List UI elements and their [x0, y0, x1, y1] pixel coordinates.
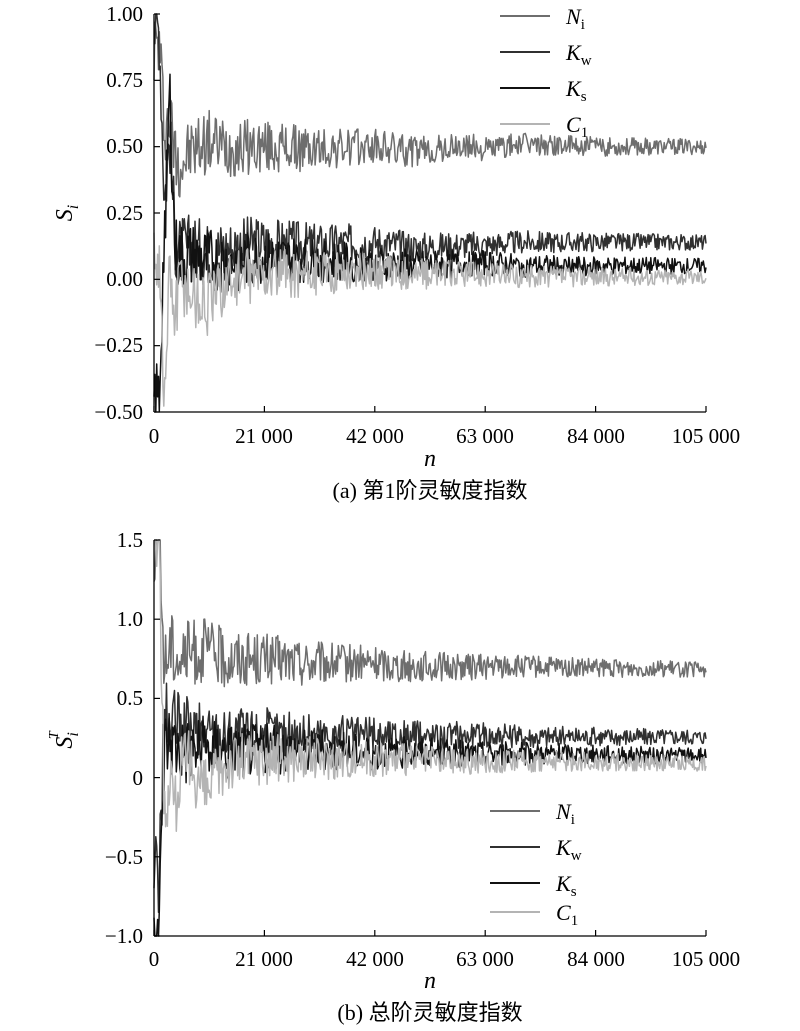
ticks-b	[153, 539, 707, 937]
legend-a-label-ni: Ni	[565, 4, 585, 33]
plot-b-series-group	[153, 539, 707, 937]
y-tick-b-6: −1.0	[105, 924, 143, 948]
y-tick-b-5: −0.5	[105, 845, 143, 869]
y-axis-title-b-sup: T	[47, 730, 62, 739]
y-tick-a-2: 0.75	[106, 68, 143, 92]
series-line-b-kw	[153, 682, 707, 914]
y-tick-a-4: 0.25	[106, 201, 143, 225]
x-tick-a-5: 84 000	[567, 424, 625, 448]
x-tick-b-3: 42 000	[346, 947, 404, 971]
legend-b-label-kw: Kw	[555, 835, 582, 864]
y-tick-b-2: 1.0	[117, 607, 143, 631]
chart-panel-b: 1.5 1.0 0.5 0 −0.5 −1.0 0 21 000 42 000 …	[47, 528, 740, 1025]
y-tick-b-1: 1.5	[117, 528, 143, 552]
x-tick-b-6: 105 000	[672, 947, 740, 971]
x-tick-a-4: 63 000	[456, 424, 514, 448]
x-tick-a-1: 0	[149, 424, 160, 448]
legend-b-label-c1: C1	[556, 900, 578, 929]
chart-panel-a: 1.00 0.75 0.50 0.25 0.00 −0.25 −0.50 0 2…	[52, 2, 740, 503]
y-axis-title-a-main: S	[52, 209, 78, 221]
x-axis-title-b: n	[424, 968, 436, 994]
series-line-a-kw	[153, 13, 707, 286]
series-line-b-c1	[154, 539, 707, 833]
legend-a-label-ks: Ks	[565, 76, 587, 105]
x-tick-a-3: 42 000	[346, 424, 404, 448]
x-tick-b-1: 0	[149, 947, 160, 971]
y-axis-title-b: SiT	[47, 730, 82, 748]
series-line-a-ni	[153, 21, 707, 198]
x-tick-b-4: 63 000	[456, 947, 514, 971]
y-tick-b-3: 0.5	[117, 686, 143, 710]
y-tick-a-5: 0.00	[106, 267, 143, 291]
x-tick-b-2: 21 000	[235, 947, 293, 971]
series-line-a-c1	[153, 232, 707, 407]
caption-a: (a) 第1阶灵敏度指数	[333, 478, 528, 503]
x-tick-a-2: 21 000	[235, 424, 293, 448]
y-tick-a-1: 1.00	[106, 2, 143, 26]
svg-text:SiT: SiT	[47, 730, 82, 748]
legend-b-label-ks: Ks	[555, 871, 577, 900]
y-tick-a-7: −0.50	[94, 400, 143, 424]
x-tick-a-6: 105 000	[672, 424, 740, 448]
legend-a-label-kw: Kw	[565, 40, 592, 69]
legend-a-label-c1: C1	[566, 112, 588, 141]
svg-text:Si: Si	[52, 205, 82, 221]
y-axis-title-b-sub: i	[65, 732, 82, 736]
legend-a: Ni Kw Ks C1	[500, 4, 592, 141]
y-tick-a-3: 0.50	[106, 134, 143, 158]
y-tick-a-6: −0.25	[94, 333, 143, 357]
caption-b: (b) 总阶灵敏度指数	[337, 1000, 522, 1025]
ticks-a	[153, 13, 707, 413]
x-tick-b-5: 84 000	[567, 947, 625, 971]
y-axis-title-a-sub: i	[65, 205, 82, 209]
y-tick-b-4: 0	[133, 766, 144, 790]
y-axis-title-a: Si	[52, 205, 82, 221]
legend-b: Ni Kw Ks C1	[490, 799, 582, 929]
legend-b-label-ni: Ni	[555, 799, 575, 828]
plot-a-series-group	[153, 13, 707, 413]
series-line-b-ni	[153, 539, 707, 688]
y-axis-title-b-main: S	[52, 737, 78, 749]
x-axis-title-a: n	[424, 446, 436, 472]
